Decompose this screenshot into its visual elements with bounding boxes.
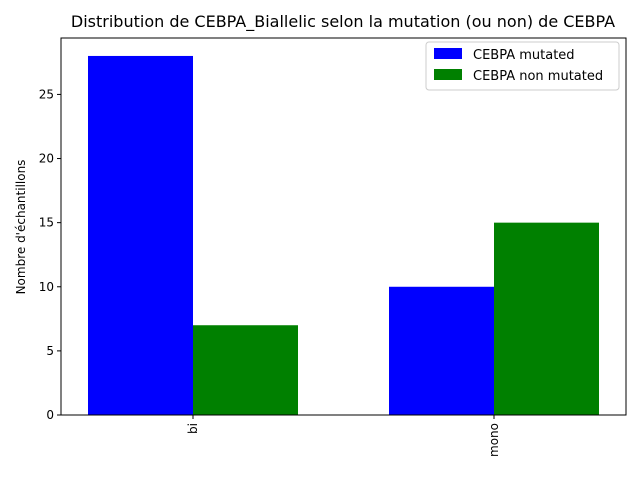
x-ticks: bi mono	[186, 415, 501, 457]
chart-title: Distribution de CEBPA_Biallelic selon la…	[71, 12, 615, 32]
plot-frame	[60, 37, 627, 416]
y-tick-label: 20	[39, 152, 54, 166]
bar-mutated-bi	[88, 55, 193, 415]
legend-swatch-mutated	[434, 48, 462, 59]
y-axis-label: Nombre d'échantillons	[14, 160, 28, 295]
y-tick-label: 10	[39, 280, 54, 294]
bar-mutated-mono	[389, 286, 494, 415]
legend: CEBPA mutated CEBPA non mutated	[425, 41, 620, 91]
y-tick-label: 0	[46, 408, 54, 422]
legend-swatch-non-mutated	[434, 69, 462, 80]
x-tick-label-bi: bi	[186, 423, 200, 434]
y-tick-label: 5	[46, 344, 54, 358]
legend-label-non-mutated: CEBPA non mutated	[473, 69, 603, 84]
legend-label-mutated: CEBPA mutated	[473, 48, 575, 63]
bar-non-mutated-bi	[193, 325, 298, 415]
y-tick-label: 25	[39, 87, 54, 101]
x-tick-label-mono: mono	[487, 423, 501, 457]
y-tick-label: 15	[39, 216, 54, 230]
bar-non-mutated-mono	[494, 222, 599, 415]
legend-box	[425, 41, 620, 91]
bars	[88, 55, 599, 415]
y-ticks: 0 5 10 15 20 25	[39, 87, 61, 422]
